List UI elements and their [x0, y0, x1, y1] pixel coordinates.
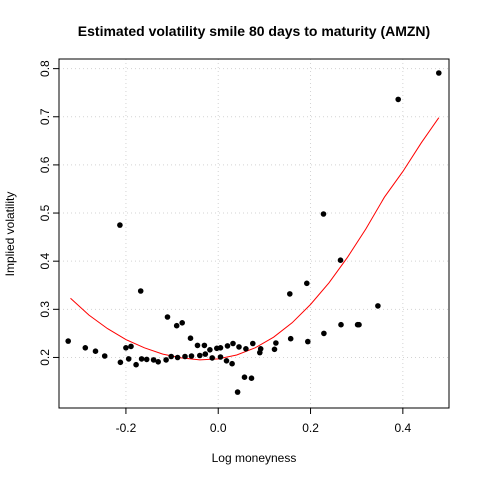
x-tick-label: 0.0 [210, 421, 227, 435]
data-point [305, 338, 311, 345]
data-point [271, 346, 278, 353]
data-point [201, 342, 208, 349]
data-point [164, 314, 171, 320]
data-point [248, 375, 255, 382]
data-point [241, 374, 248, 381]
data-point [168, 353, 174, 360]
data-point [188, 353, 195, 359]
data-point [197, 352, 203, 359]
y-tick-label: 0.5 [38, 204, 52, 221]
y-tick-label: 0.4 [38, 253, 52, 270]
fitted-smile-line [70, 117, 440, 361]
data-point [224, 343, 231, 349]
data-point [143, 356, 150, 363]
data-point [125, 356, 132, 362]
data-point [173, 322, 180, 329]
y-axis-label: Implied volatility [3, 192, 17, 277]
data-point [395, 96, 402, 103]
data-point [209, 355, 215, 361]
data-point [217, 345, 224, 351]
data-point [179, 320, 185, 326]
data-point [230, 340, 236, 347]
data-point [123, 345, 129, 351]
data-point [138, 356, 145, 362]
data-point [155, 359, 161, 365]
data-point [338, 321, 344, 328]
data-point [128, 343, 134, 350]
points-layer [65, 70, 442, 395]
data-point [229, 360, 235, 367]
y-tick-label: 0.6 [38, 156, 52, 173]
data-point [321, 330, 327, 337]
data-point [101, 353, 108, 359]
data-point [133, 361, 139, 368]
data-point [436, 70, 442, 76]
y-tick-label: 0.8 [38, 60, 52, 77]
data-point [182, 353, 188, 360]
fit-layer [70, 117, 440, 361]
data-point [234, 389, 241, 395]
y-tick-label: 0.2 [38, 349, 52, 366]
data-point [356, 321, 362, 328]
data-point [194, 342, 201, 349]
data-point [250, 340, 256, 347]
data-point [92, 348, 99, 355]
y-axis: 0.2 0.3 0.4 0.5 0.6 0.7 0.8 [38, 60, 59, 366]
data-point [163, 357, 169, 363]
data-point [117, 222, 123, 228]
y-tick-label: 0.3 [38, 301, 52, 318]
data-point [236, 344, 242, 350]
plot-frame [58, 58, 450, 409]
data-point [320, 211, 327, 217]
data-point [202, 351, 209, 357]
y-tick-label: 0.7 [38, 108, 52, 125]
data-point [257, 346, 264, 352]
grid-layer [59, 59, 449, 408]
chart-title: Estimated volatility smile 80 days to ma… [78, 23, 430, 39]
data-point [304, 280, 310, 287]
data-point [273, 340, 279, 346]
x-tick-label: -0.2 [116, 421, 137, 435]
data-point [375, 303, 381, 309]
data-point [217, 354, 224, 360]
data-point [287, 335, 294, 342]
data-point [223, 358, 230, 364]
x-axis: -0.2 0.0 0.2 0.4 [116, 408, 412, 435]
data-point [82, 345, 89, 351]
data-point [117, 359, 124, 366]
data-point [137, 288, 144, 294]
data-point [243, 346, 249, 352]
data-point [207, 347, 213, 353]
x-tick-label: 0.2 [302, 421, 319, 435]
x-axis-label: Log moneyness [212, 451, 297, 465]
data-point [337, 257, 344, 264]
data-point [150, 357, 157, 363]
x-tick-label: 0.4 [395, 421, 412, 435]
data-point [65, 338, 71, 344]
data-point [174, 354, 181, 361]
data-point [187, 335, 194, 342]
data-point [287, 291, 293, 297]
